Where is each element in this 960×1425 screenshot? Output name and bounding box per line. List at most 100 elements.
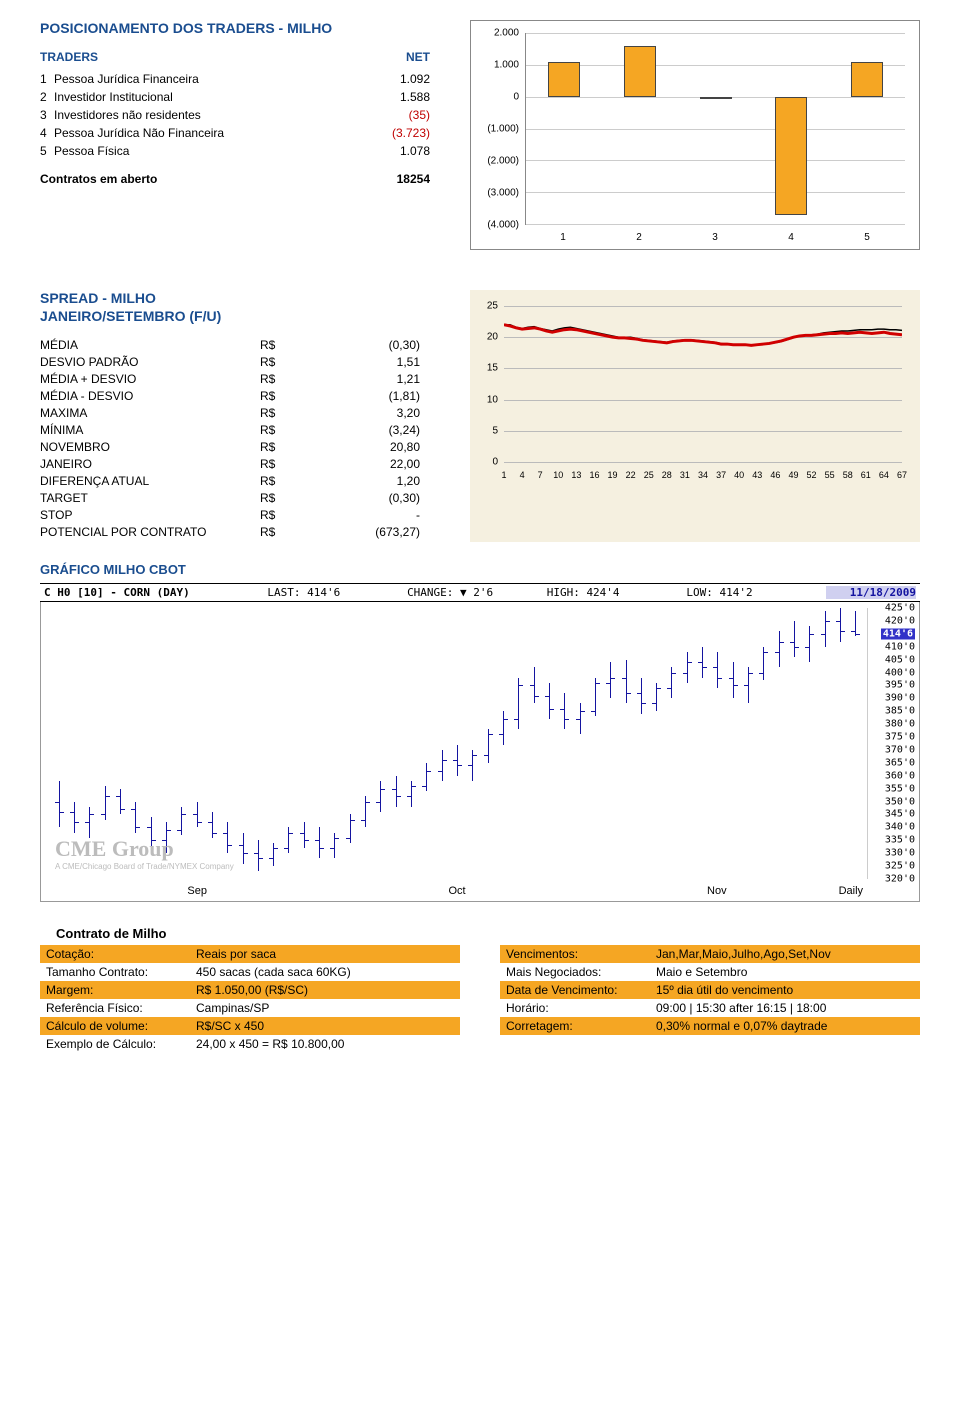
ohlc-bar [319, 827, 320, 858]
contract-row: Margem:R$ 1.050,00 (R$/SC) [40, 981, 460, 999]
contract-row: Mais Negociados:Maio e Setembro [500, 963, 920, 981]
ohlc-bar [825, 611, 826, 647]
cbot-section: GRÁFICO MILHO CBOT C H0 [10] - CORN (DAY… [40, 562, 920, 902]
spread-cur: R$ [260, 491, 300, 505]
bar-ytick: (2.000) [475, 155, 519, 166]
spread-row-item: MAXIMAR$3,20 [40, 406, 440, 420]
bar [624, 46, 656, 97]
contract-row: Horário:09:00 | 15:30 after 16:15 | 18:0… [500, 999, 920, 1017]
ohlc-ytick: 345'0 [885, 809, 915, 820]
line-xtick: 67 [897, 470, 907, 480]
trader-idx: 4 [40, 126, 54, 140]
spread-row-item: MÉDIA + DESVIOR$1,21 [40, 372, 440, 386]
spread-value: 1,20 [300, 474, 420, 488]
trader-row: 4Pessoa Jurídica Não Financeira(3.723) [40, 126, 440, 140]
line-ytick: 20 [480, 332, 498, 343]
contract-row: Exemplo de Cálculo:24,00 x 450 = R$ 10.8… [40, 1035, 460, 1053]
contract-val: Jan,Mar,Maio,Julho,Ago,Set,Nov [656, 947, 914, 961]
traders-header: TRADERS NET [40, 50, 440, 64]
trader-idx: 5 [40, 144, 54, 158]
line-chart: 2520151050147101316192225283134374043464… [480, 300, 910, 480]
trader-value: 1.092 [350, 72, 430, 86]
trader-label: Investidores não residentes [54, 108, 350, 122]
line-xtick: 22 [626, 470, 636, 480]
line-xtick: 19 [608, 470, 618, 480]
ohlc-xtick: Oct [448, 885, 465, 897]
contratos-label: Contratos em aberto [40, 172, 350, 186]
spread-label: STOP [40, 508, 260, 522]
spread-cur: R$ [260, 423, 300, 437]
line-xtick: 52 [807, 470, 817, 480]
ohlc-ytick: 340'0 [885, 822, 915, 833]
ohlc-bar [334, 833, 335, 859]
spread-value: 1,21 [300, 372, 420, 386]
trader-row: 5Pessoa Física1.078 [40, 144, 440, 158]
contract-key: Cotação: [46, 947, 196, 961]
bar [548, 62, 580, 97]
cbot-change: CHANGE: ▼ 2'6 [407, 586, 547, 599]
spread-row-item: DIFERENÇA ATUALR$1,20 [40, 474, 440, 488]
ohlc-xtick: Daily [839, 885, 863, 897]
spread-cur: R$ [260, 474, 300, 488]
ohlc-bar [442, 750, 443, 781]
ohlc-bar [396, 776, 397, 807]
ohlc-bar [74, 802, 75, 833]
contract-val: Reais por saca [196, 947, 454, 961]
ohlc-ytick: 365'0 [885, 757, 915, 768]
spread-cur: R$ [260, 525, 300, 539]
spread-label: DESVIO PADRÃO [40, 355, 260, 369]
contract-val: 09:00 | 15:30 after 16:15 | 18:00 [656, 1001, 914, 1015]
contract-row: Data de Vencimento:15º dia útil do venci… [500, 981, 920, 999]
trader-label: Pessoa Física [54, 144, 350, 158]
bar-ytick: (4.000) [475, 220, 519, 231]
bar-ytick: (3.000) [475, 188, 519, 199]
spread-cur: R$ [260, 508, 300, 522]
spread-label: MAXIMA [40, 406, 260, 420]
ohlc-ytick: 380'0 [885, 719, 915, 730]
contract-val: 0,30% normal e 0,07% daytrade [656, 1019, 914, 1033]
ohlc-ytick: 325'0 [885, 861, 915, 872]
cbot-low: LOW: 414'2 [686, 586, 826, 599]
bar-ytick: 1.000 [475, 59, 519, 70]
trader-value: (35) [350, 108, 430, 122]
line-xtick: 31 [680, 470, 690, 480]
contratos-row: Contratos em aberto 18254 [40, 172, 440, 186]
spread-table: SPREAD - MILHO JANEIRO/SETEMBRO (F/U) MÉ… [40, 290, 440, 542]
trader-value: (3.723) [350, 126, 430, 140]
contract-row: Cotação:Reais por saca [40, 945, 460, 963]
ohlc-bar [411, 781, 412, 807]
ohlc-bar [733, 662, 734, 698]
ohlc-bar [212, 812, 213, 838]
cbot-header: C H0 [10] - CORN (DAY) LAST: 414'6 CHANG… [40, 583, 920, 602]
ohlc-bar [457, 745, 458, 776]
spread-row-item: DESVIO PADRÃOR$1,51 [40, 355, 440, 369]
contract-key: Corretagem: [506, 1019, 656, 1033]
ohlc-bar [243, 833, 244, 864]
cbot-title: GRÁFICO MILHO CBOT [40, 562, 920, 577]
spread-value: 22,00 [300, 457, 420, 471]
spread-row-item: NOVEMBROR$20,80 [40, 440, 440, 454]
contract-col-right: Vencimentos:Jan,Mar,Maio,Julho,Ago,Set,N… [500, 945, 920, 1053]
cbot-symbol: C H0 [10] - CORN (DAY) [44, 586, 267, 599]
contract-row: Referência Físico:Campinas/SP [40, 999, 460, 1017]
ohlc-bar [304, 822, 305, 848]
contract-key: Margem: [46, 983, 196, 997]
trader-idx: 3 [40, 108, 54, 122]
ohlc-xtick: Sep [187, 885, 207, 897]
line-xtick: 34 [698, 470, 708, 480]
ohlc-ytick: 414'6 [881, 629, 915, 640]
bar-ytick: 0 [475, 91, 519, 102]
trader-label: Investidor Institucional [54, 90, 350, 104]
bar-ytick: 2.000 [475, 28, 519, 39]
spread-value: (0,30) [300, 338, 420, 352]
ohlc-ytick: 335'0 [885, 835, 915, 846]
contract-row: Corretagem:0,30% normal e 0,07% daytrade [500, 1017, 920, 1035]
ohlc-bar [59, 781, 60, 827]
spread-label: MÉDIA - DESVIO [40, 389, 260, 403]
bar-xtick: 1 [560, 232, 566, 243]
traders-title: POSICIONAMENTO DOS TRADERS - MILHO [40, 20, 440, 36]
ohlc-ytick: 375'0 [885, 732, 915, 743]
contract-col-left: Cotação:Reais por sacaTamanho Contrato:4… [40, 945, 460, 1053]
spread-row-item: POTENCIAL POR CONTRATOR$(673,27) [40, 525, 440, 539]
line-xtick: 49 [788, 470, 798, 480]
